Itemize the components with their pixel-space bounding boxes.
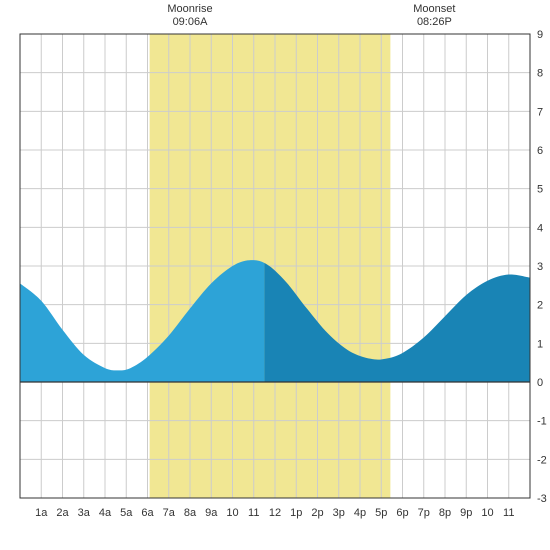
y-tick-label: 0 — [537, 377, 543, 389]
tide-chart-container: Moonrise 09:06A Moonset 08:26P -3-2-1012… — [0, 0, 550, 550]
y-tick-label: 2 — [537, 300, 543, 312]
x-tick-label: 2p — [311, 507, 323, 519]
x-tick-label: 3p — [333, 507, 345, 519]
x-tick-label: 12 — [269, 507, 281, 519]
x-tick-label: 7a — [163, 507, 176, 519]
moonrise-time: 09:06A — [150, 16, 230, 29]
y-tick-label: 4 — [537, 222, 543, 234]
x-tick-label: 9p — [460, 507, 472, 519]
x-tick-label: 6p — [396, 507, 408, 519]
x-tick-label: 11 — [503, 507, 514, 519]
x-tick-label: 4a — [99, 507, 112, 519]
x-tick-label: 8p — [439, 507, 451, 519]
x-tick-label: 10 — [481, 507, 493, 519]
x-tick-label: 6a — [141, 507, 154, 519]
y-tick-label: 8 — [537, 68, 543, 80]
y-tick-label: 3 — [537, 261, 543, 273]
x-tick-label: 2a — [56, 507, 69, 519]
moonset-time: 08:26P — [394, 16, 474, 29]
y-axis: -3-2-10123456789 — [537, 29, 547, 505]
x-tick-label: 7p — [418, 507, 430, 519]
x-tick-label: 1a — [35, 507, 48, 519]
y-tick-label: 6 — [537, 145, 543, 157]
moonrise-label: Moonrise 09:06A — [150, 3, 230, 29]
y-tick-label: 7 — [537, 106, 543, 118]
y-tick-label: -1 — [537, 416, 547, 428]
x-tick-label: 5p — [375, 507, 387, 519]
x-tick-label: 11 — [248, 507, 259, 519]
moonset-title: Moonset — [394, 3, 474, 16]
y-tick-label: 1 — [537, 338, 543, 350]
moon-labels: Moonrise 09:06A Moonset 08:26P — [0, 3, 550, 33]
moonset-label: Moonset 08:26P — [394, 3, 474, 29]
tide-chart-svg: -3-2-101234567891a2a3a4a5a6a7a8a9a101112… — [0, 0, 550, 550]
x-tick-label: 5a — [120, 507, 133, 519]
y-tick-label: 5 — [537, 184, 543, 196]
y-tick-label: -2 — [537, 454, 547, 466]
x-tick-label: 4p — [354, 507, 366, 519]
x-tick-label: 9a — [205, 507, 218, 519]
x-tick-label: 10 — [226, 507, 238, 519]
x-axis: 1a 2a 3a 4a 5a 6a 7a 8a 9a 10 11 12 1p 2p 3p 4p 5p 6p 7p 8p… — [35, 507, 514, 519]
moonrise-title: Moonrise — [150, 3, 230, 16]
x-tick-label: 3a — [78, 507, 91, 519]
y-tick-label: -3 — [537, 493, 547, 505]
x-tick-label: 1p — [290, 507, 302, 519]
x-tick-label: 8a — [184, 507, 197, 519]
